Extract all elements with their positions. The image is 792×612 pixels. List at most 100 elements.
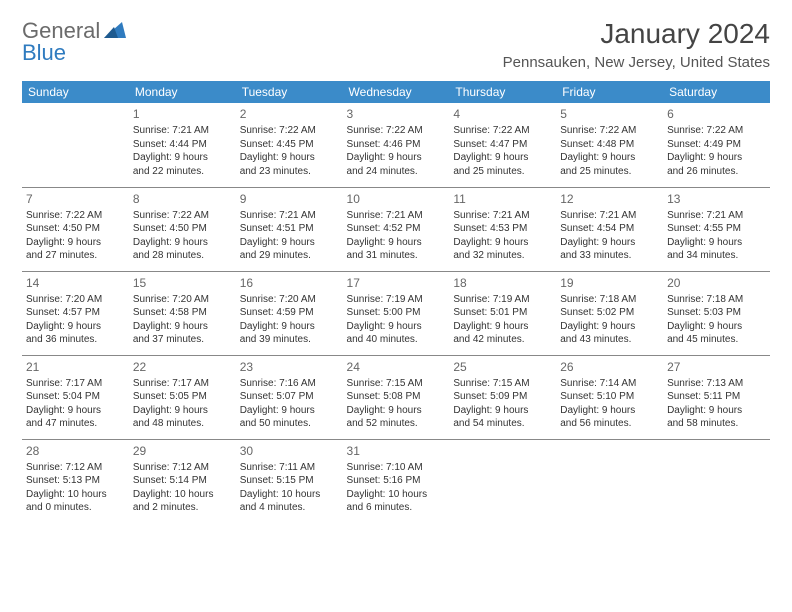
- day-number: 1: [133, 106, 232, 122]
- calendar-day-cell: 17Sunrise: 7:19 AMSunset: 5:00 PMDayligh…: [343, 271, 450, 355]
- daylight-text: Daylight: 9 hours: [240, 236, 339, 250]
- day-number: 3: [347, 106, 446, 122]
- daylight-text: and 37 minutes.: [133, 333, 232, 347]
- day-number: 29: [133, 443, 232, 459]
- sunrise-text: Sunrise: 7:20 AM: [26, 293, 125, 307]
- sunrise-text: Sunrise: 7:22 AM: [26, 209, 125, 223]
- weekday-header: Friday: [556, 81, 663, 103]
- sunrise-text: Sunrise: 7:22 AM: [133, 209, 232, 223]
- sunrise-text: Sunrise: 7:22 AM: [667, 124, 766, 138]
- sunset-text: Sunset: 5:11 PM: [667, 390, 766, 404]
- daylight-text: Daylight: 9 hours: [453, 236, 552, 250]
- daylight-text: and 42 minutes.: [453, 333, 552, 347]
- calendar-day-cell: 4Sunrise: 7:22 AMSunset: 4:47 PMDaylight…: [449, 103, 556, 187]
- daylight-text: Daylight: 9 hours: [347, 404, 446, 418]
- brand-triangle-icon: [104, 20, 126, 43]
- location-text: Pennsauken, New Jersey, United States: [503, 54, 770, 71]
- sunset-text: Sunset: 5:09 PM: [453, 390, 552, 404]
- calendar-week-row: 14Sunrise: 7:20 AMSunset: 4:57 PMDayligh…: [22, 271, 770, 355]
- daylight-text: and 31 minutes.: [347, 249, 446, 263]
- daylight-text: Daylight: 9 hours: [133, 151, 232, 165]
- calendar-day-cell: 26Sunrise: 7:14 AMSunset: 5:10 PMDayligh…: [556, 355, 663, 439]
- sunrise-text: Sunrise: 7:21 AM: [133, 124, 232, 138]
- sunrise-text: Sunrise: 7:15 AM: [453, 377, 552, 391]
- daylight-text: Daylight: 9 hours: [26, 320, 125, 334]
- day-number: 4: [453, 106, 552, 122]
- day-number: 22: [133, 359, 232, 375]
- daylight-text: Daylight: 9 hours: [133, 404, 232, 418]
- sunset-text: Sunset: 4:46 PM: [347, 138, 446, 152]
- sunset-text: Sunset: 5:02 PM: [560, 306, 659, 320]
- daylight-text: Daylight: 9 hours: [240, 404, 339, 418]
- day-number: 24: [347, 359, 446, 375]
- sunrise-text: Sunrise: 7:21 AM: [560, 209, 659, 223]
- sunset-text: Sunset: 4:53 PM: [453, 222, 552, 236]
- sunset-text: Sunset: 4:57 PM: [26, 306, 125, 320]
- sunset-text: Sunset: 4:51 PM: [240, 222, 339, 236]
- calendar-week-row: 28Sunrise: 7:12 AMSunset: 5:13 PMDayligh…: [22, 439, 770, 523]
- sunset-text: Sunset: 4:58 PM: [133, 306, 232, 320]
- daylight-text: and 28 minutes.: [133, 249, 232, 263]
- daylight-text: Daylight: 9 hours: [453, 404, 552, 418]
- daylight-text: and 0 minutes.: [26, 501, 125, 515]
- calendar-week-row: 7Sunrise: 7:22 AMSunset: 4:50 PMDaylight…: [22, 187, 770, 271]
- calendar-day-cell: 15Sunrise: 7:20 AMSunset: 4:58 PMDayligh…: [129, 271, 236, 355]
- daylight-text: Daylight: 9 hours: [560, 151, 659, 165]
- sunset-text: Sunset: 4:54 PM: [560, 222, 659, 236]
- daylight-text: and 45 minutes.: [667, 333, 766, 347]
- calendar-day-cell: 7 Sunrise: 7:22 AMSunset: 4:50 PMDaylight…: [22, 187, 129, 271]
- calendar-day-cell: 29Sunrise: 7:12 AMSunset: 5:14 PMDayligh…: [129, 439, 236, 523]
- sunset-text: Sunset: 5:05 PM: [133, 390, 232, 404]
- weekday-header: Sunday: [22, 81, 129, 103]
- daylight-text: Daylight: 9 hours: [560, 236, 659, 250]
- daylight-text: Daylight: 9 hours: [26, 236, 125, 250]
- calendar-day-cell: 3Sunrise: 7:22 AMSunset: 4:46 PMDaylight…: [343, 103, 450, 187]
- calendar-day-cell: 21Sunrise: 7:17 AMSunset: 5:04 PMDayligh…: [22, 355, 129, 439]
- daylight-text: and 52 minutes.: [347, 417, 446, 431]
- day-number: 6: [667, 106, 766, 122]
- calendar-day-cell: 25 Sunrise: 7:15 AMSunset: 5:09 PMDayligh…: [449, 355, 556, 439]
- calendar-week-row: 1Sunrise: 7:21 AMSunset: 4:44 PMDaylight…: [22, 103, 770, 187]
- daylight-text: Daylight: 9 hours: [347, 320, 446, 334]
- daylight-text: Daylight: 9 hours: [453, 151, 552, 165]
- daylight-text: Daylight: 9 hours: [347, 151, 446, 165]
- calendar-day-cell: 28Sunrise: 7:12 AMSunset: 5:13 PMDayligh…: [22, 439, 129, 523]
- calendar-day-cell: 14Sunrise: 7:20 AMSunset: 4:57 PMDayligh…: [22, 271, 129, 355]
- sunrise-text: Sunrise: 7:20 AM: [240, 293, 339, 307]
- daylight-text: and 23 minutes.: [240, 165, 339, 179]
- calendar-day-cell: 24Sunrise: 7:15 AMSunset: 5:08 PMDayligh…: [343, 355, 450, 439]
- daylight-text: Daylight: 9 hours: [26, 404, 125, 418]
- calendar-day-cell: 5Sunrise: 7:22 AMSunset: 4:48 PMDaylight…: [556, 103, 663, 187]
- daylight-text: Daylight: 9 hours: [560, 320, 659, 334]
- day-number: 18: [453, 275, 552, 291]
- daylight-text: and 34 minutes.: [667, 249, 766, 263]
- daylight-text: and 6 minutes.: [347, 501, 446, 515]
- daylight-text: and 25 minutes.: [453, 165, 552, 179]
- sunrise-text: Sunrise: 7:18 AM: [667, 293, 766, 307]
- sunrise-text: Sunrise: 7:19 AM: [453, 293, 552, 307]
- calendar-day-cell: [449, 439, 556, 523]
- day-number: 7: [26, 191, 125, 207]
- sunset-text: Sunset: 5:10 PM: [560, 390, 659, 404]
- sunrise-text: Sunrise: 7:21 AM: [453, 209, 552, 223]
- calendar-day-cell: 27Sunrise: 7:13 AMSunset: 5:11 PMDayligh…: [663, 355, 770, 439]
- sunset-text: Sunset: 5:03 PM: [667, 306, 766, 320]
- sunset-text: Sunset: 5:08 PM: [347, 390, 446, 404]
- sunrise-text: Sunrise: 7:21 AM: [240, 209, 339, 223]
- day-number: 10: [347, 191, 446, 207]
- calendar-day-cell: 23Sunrise: 7:16 AMSunset: 5:07 PMDayligh…: [236, 355, 343, 439]
- sunset-text: Sunset: 4:50 PM: [26, 222, 125, 236]
- sunrise-text: Sunrise: 7:18 AM: [560, 293, 659, 307]
- daylight-text: Daylight: 9 hours: [667, 151, 766, 165]
- daylight-text: and 50 minutes.: [240, 417, 339, 431]
- daylight-text: and 27 minutes.: [26, 249, 125, 263]
- sunrise-text: Sunrise: 7:20 AM: [133, 293, 232, 307]
- daylight-text: Daylight: 10 hours: [240, 488, 339, 502]
- sunset-text: Sunset: 4:48 PM: [560, 138, 659, 152]
- sunset-text: Sunset: 5:15 PM: [240, 474, 339, 488]
- sunset-text: Sunset: 4:50 PM: [133, 222, 232, 236]
- day-number: 21: [26, 359, 125, 375]
- sunrise-text: Sunrise: 7:22 AM: [240, 124, 339, 138]
- day-number: 25: [453, 359, 552, 375]
- daylight-text: Daylight: 10 hours: [347, 488, 446, 502]
